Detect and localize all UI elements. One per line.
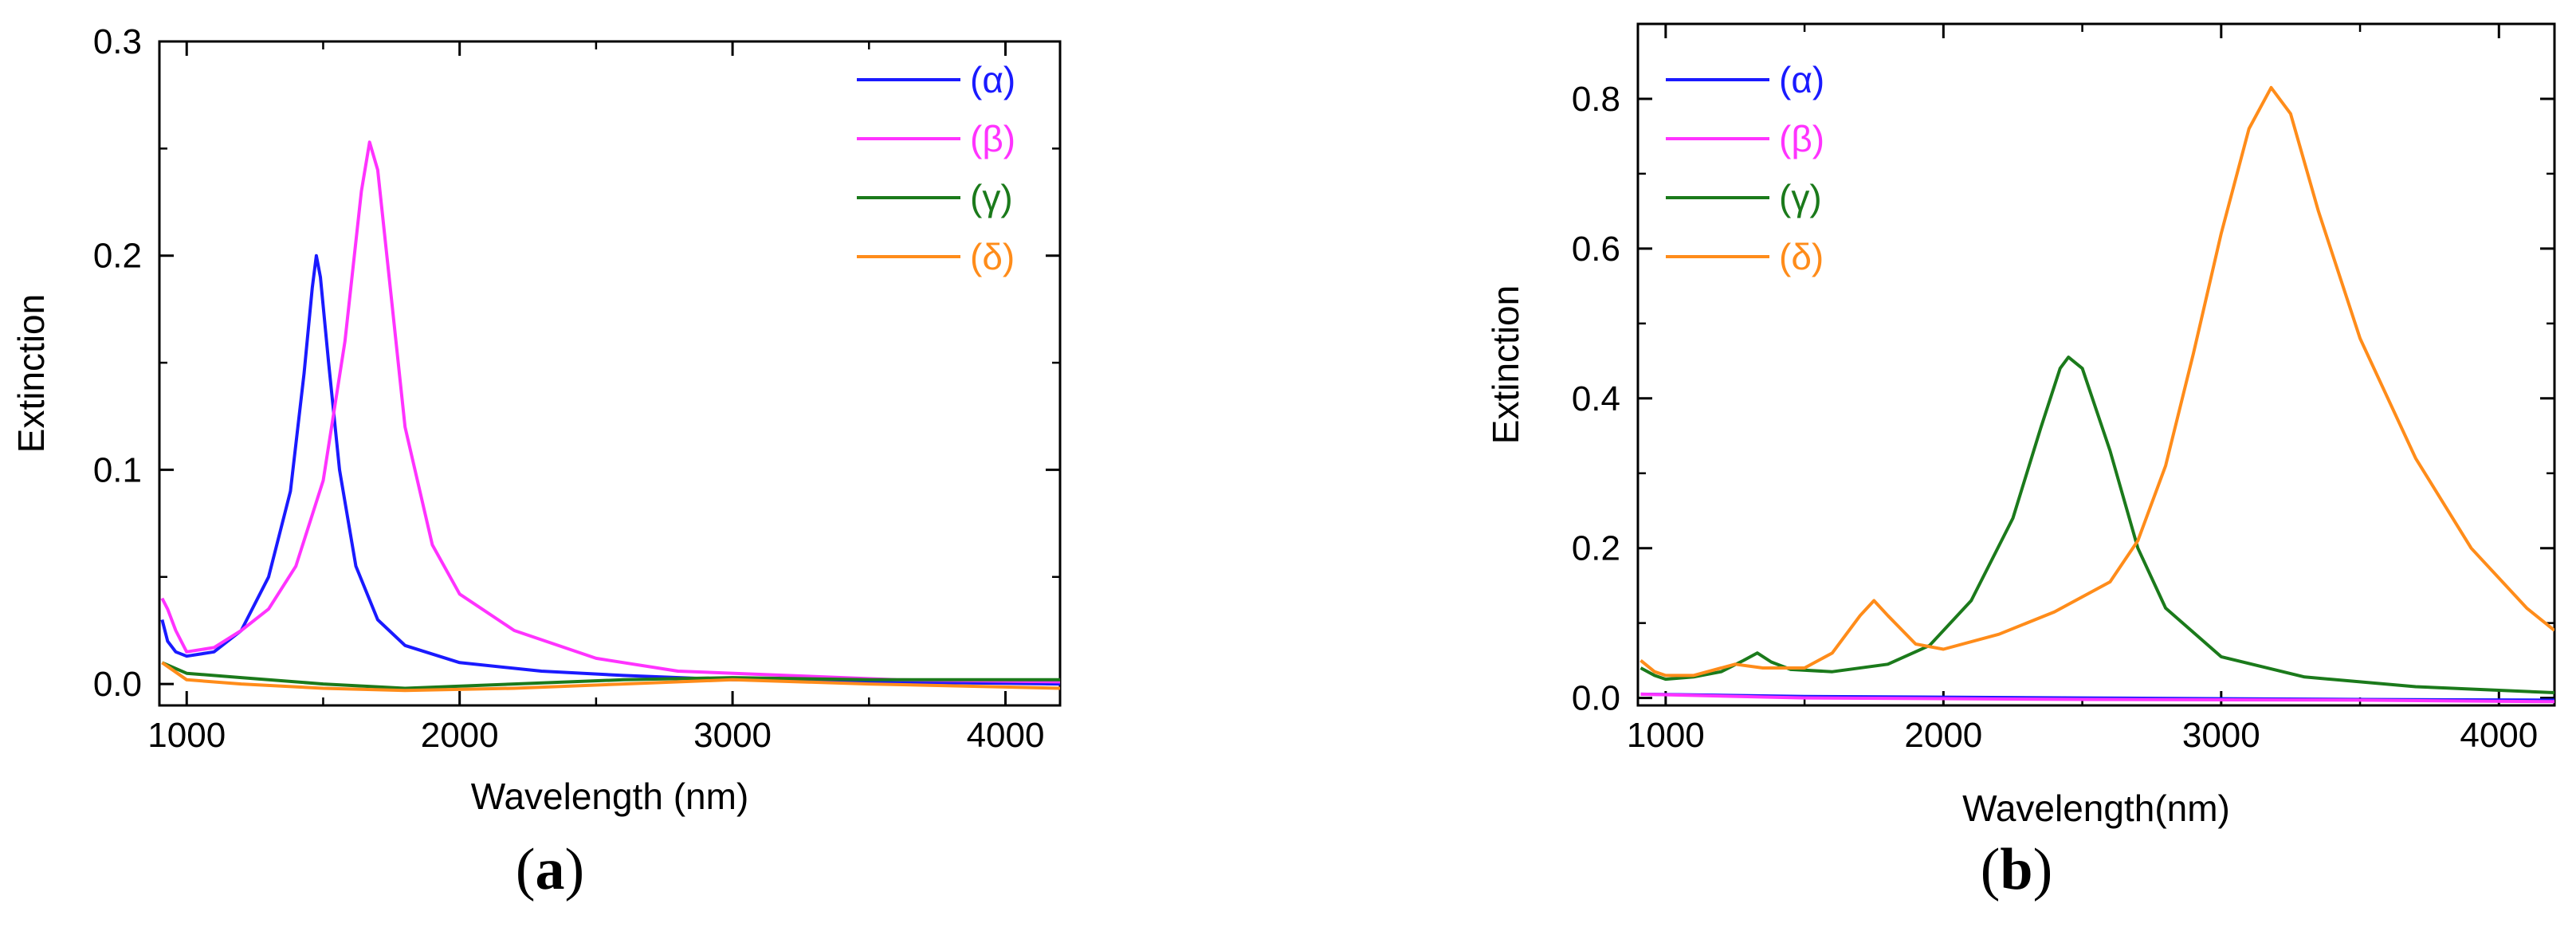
legend-label: (δ): [970, 236, 1015, 277]
y-tick-label: 0.3: [93, 22, 142, 61]
series-line-2: [1640, 692, 2554, 704]
plot-frame: [1636, 22, 2556, 707]
x-tick-label: 1000: [147, 716, 226, 755]
x-tick-label: 4000: [967, 716, 1045, 755]
series-line-3: [1639, 356, 2554, 694]
chart-panel-a: 1000 2000 3000 4000 0.0 0.1 0.2 0.3 Wavelength (…: [10, 22, 1062, 902]
x-axis-title: Wavelength(nm): [1962, 788, 2230, 829]
panel-label: (a): [516, 837, 584, 902]
y-tick-label: 0.6: [1572, 230, 1620, 269]
series-line-1: [160, 253, 1060, 686]
y-tick-label: 0.0: [93, 665, 142, 704]
y-tick-label: 0.0: [1572, 679, 1620, 718]
x-axis-title: Wavelength (nm): [471, 776, 749, 817]
legend-label: (δ): [1779, 236, 1824, 277]
x-tick-label: 3000: [693, 716, 772, 755]
legend-label: (β): [1779, 118, 1824, 159]
panel-letter: b: [2000, 837, 2032, 902]
x-tick-label: 4000: [2460, 716, 2538, 755]
y-tick-label: 0.2: [1572, 529, 1620, 568]
panel-label: (b): [1981, 837, 2052, 902]
y-tick-label: 0.4: [1572, 379, 1620, 418]
y-tick-label: 0.2: [93, 237, 142, 276]
series-line-3: [161, 661, 1060, 690]
legend-label: (γ): [970, 177, 1013, 218]
chart-panel-b: 1000 2000 3000 4000 0.0 0.2 0.4 0.6 0.8 Wavelengt…: [1485, 22, 2556, 902]
legend-label: (α): [970, 59, 1015, 100]
series-line-2: [160, 140, 1060, 684]
x-tick-label: 1000: [1627, 716, 1705, 755]
plot-frame: [158, 40, 1062, 707]
x-tick-label: 2000: [1904, 716, 1982, 755]
y-axis-title: Extinction: [1485, 285, 1526, 444]
legend-label: (α): [1779, 59, 1824, 100]
x-tick-label: 2000: [421, 716, 499, 755]
panel-letter: a: [536, 837, 565, 902]
y-tick-label: 0.8: [1572, 80, 1620, 119]
y-tick-label: 0.1: [93, 450, 142, 489]
y-axis-title: Extinction: [10, 294, 52, 453]
series-line-4: [161, 661, 1060, 693]
x-tick-label: 3000: [2182, 716, 2260, 755]
series-line-4: [1639, 85, 2554, 678]
legend-label: (γ): [1779, 177, 1822, 218]
legend-label: (β): [970, 118, 1015, 159]
